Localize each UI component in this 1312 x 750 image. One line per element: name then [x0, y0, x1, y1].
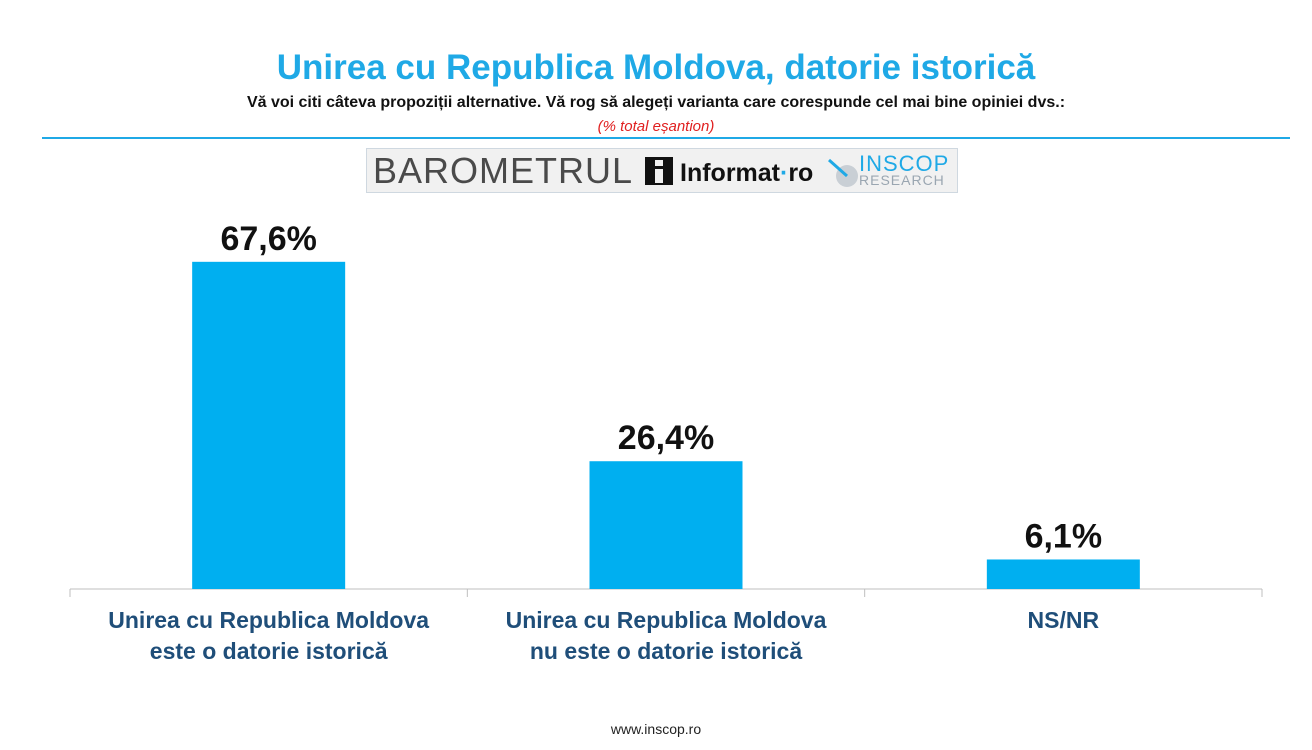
bar-value-label: 26,4%: [618, 419, 714, 457]
informat-logo-text: Informat: [680, 159, 780, 187]
category-label: Unirea cu Republica Moldova: [108, 607, 429, 633]
bar: [192, 261, 346, 589]
bar-chart: 67,6% Unirea cu Republica Moldova este o d…: [69, 220, 1263, 664]
footer-url: www.inscop.ro: [610, 721, 702, 737]
bar-value-label: 6,1%: [1025, 517, 1103, 555]
informat-logo-tld: ro: [788, 159, 814, 187]
sponsor-logo-banner: BAROMETRUL Informat·ro INSCOP RESEARCH: [366, 148, 958, 193]
informat-logo: Informat·ro: [680, 159, 814, 187]
inscop-logo: INSCOP: [859, 151, 950, 176]
inscop-comet-icon: [828, 158, 858, 187]
chart-subtitle: Vă voi citi câteva propoziții alternativ…: [246, 94, 1066, 111]
category-label: este o datorie istorică: [150, 638, 388, 664]
chart-title: Unirea cu Republica Moldova, datorie ist…: [276, 48, 1036, 87]
title-divider: [42, 137, 1290, 139]
sample-note: (% total eșantion): [597, 118, 715, 135]
category-label: NS/NR: [1028, 607, 1100, 633]
category-label: nu este o datorie istorică: [530, 638, 802, 664]
bar: [986, 559, 1140, 589]
informat-i-icon: [645, 157, 673, 185]
inscop-research-text: RESEARCH: [859, 172, 945, 188]
bar: [589, 461, 743, 589]
category-label: Unirea cu Republica Moldova: [506, 607, 827, 633]
bar-value-label: 67,6%: [220, 220, 316, 258]
barometrul-logo: BAROMETRUL: [373, 150, 634, 191]
